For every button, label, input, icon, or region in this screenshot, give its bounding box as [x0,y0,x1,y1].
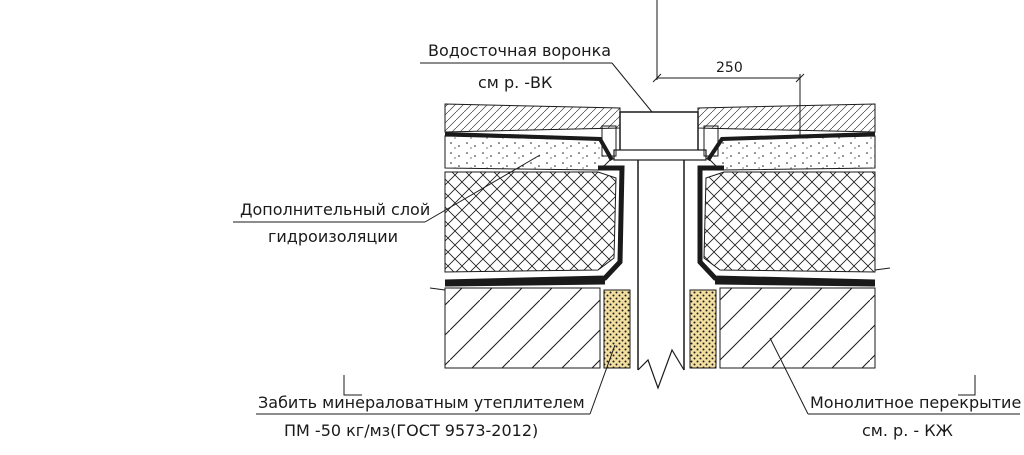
extra-layer-label-line1: Дополнительный слой [240,200,430,219]
funnel-label-line2: см р. -ВК [478,73,553,92]
extra-layer-label-line2: гидроизоляции [268,227,398,246]
dimension-250-text: 250 [716,60,743,76]
drain-funnel [601,111,719,390]
mineral-wool-fill [603,289,717,369]
fill-label-line2: ПМ -50 кг/мз(ГОСТ 9573-2012) [284,421,538,440]
thermal-insulation [444,171,876,273]
extra-layer-leader [233,154,541,223]
slab-label-line2: см. р. - КЖ [862,421,953,440]
funnel-leader [420,62,653,113]
slab-label-line1: Монолитное перекрытие [810,393,1021,412]
slab-leader [769,337,1020,415]
fill-label-line1: Забить минераловатным утеплителем [258,393,585,412]
waterproofing-membrane [444,132,876,285]
dimension-250 [652,73,805,135]
top-protective-layer [444,103,876,133]
vapour-barrier [444,279,876,287]
funnel-label-line1: Водосточная воронка [428,41,611,60]
screed-layer [444,135,876,171]
fill-leader [256,344,616,415]
monolithic-slab [429,267,891,369]
